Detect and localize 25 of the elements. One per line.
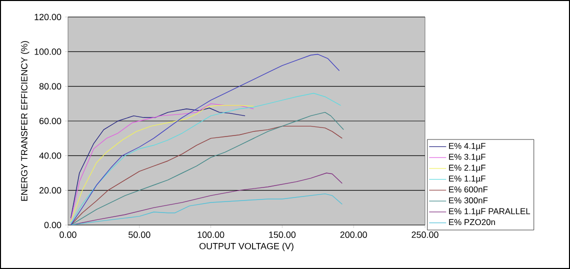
legend-label: E% 3.1µF	[449, 154, 486, 162]
line-series	[70, 92, 342, 224]
x-axis-title: OUTPUT VOLTAGE (V)	[200, 242, 294, 252]
y-tick-label: 0.00	[44, 222, 62, 228]
y-tick-label: 40.00	[39, 152, 62, 159]
x-tick-label: 200.00	[340, 232, 367, 238]
y-tick-label: 100.00	[34, 48, 62, 55]
y-tick-label: 80.00	[39, 83, 62, 90]
line-series	[70, 172, 343, 226]
legend-label: E% 600nF	[449, 186, 488, 192]
legend-label: E% 300nF	[449, 197, 488, 204]
x-tick-label: 0.00	[60, 232, 76, 238]
x-tick-label: 150.00	[269, 232, 296, 238]
legend-label: E% 1.1µF PARALLEL	[449, 208, 530, 216]
y-axis-title: ENERGY TRANSFER EFFICIENCY (%)	[20, 41, 30, 201]
y-tick-label: 60.00	[39, 118, 62, 124]
legend-label: E% PZO20n	[449, 219, 495, 226]
legend-label: E% 4.1µF	[449, 142, 486, 151]
y-tick-label: 20.00	[39, 187, 62, 194]
y-tick-label: 120.00	[34, 14, 62, 20]
x-tick-label: 250.00	[412, 232, 438, 238]
legend-label: E% 1.1µF	[449, 176, 486, 184]
x-tick-label: 100.00	[198, 232, 224, 238]
x-tick-label: 50.00	[128, 232, 150, 238]
legend-label: E% 2.1µF	[449, 164, 486, 172]
